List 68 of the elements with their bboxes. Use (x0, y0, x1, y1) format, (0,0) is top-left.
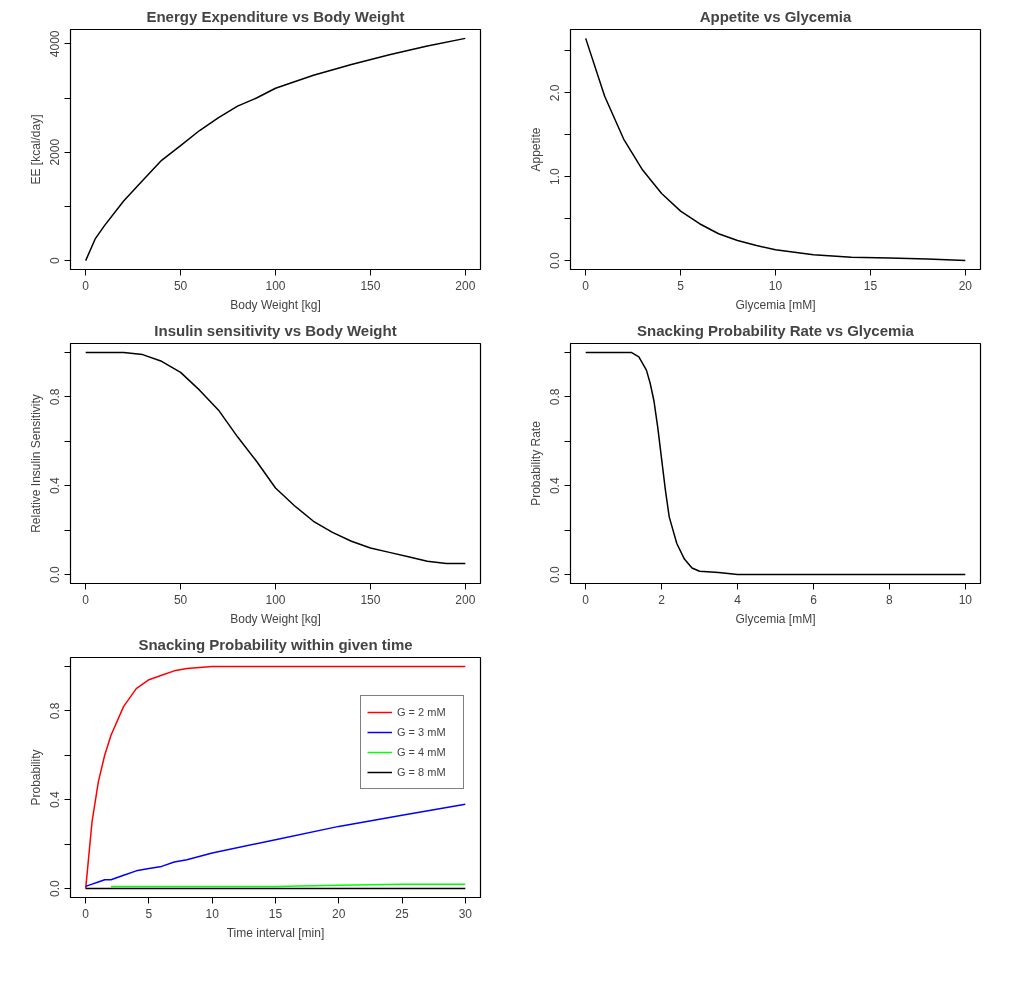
y-tick-label: 0.0 (48, 879, 63, 897)
x-tick-label: 4 (734, 592, 742, 607)
line-series (84, 37, 467, 262)
x-tick-label: 15 (863, 278, 878, 293)
legend-label: G = 8 mM (397, 766, 447, 778)
x-tick-label: 6 (810, 592, 818, 607)
y-axis-title: Probability Rate (528, 420, 543, 506)
chart-title: Energy Expenditure vs Body Weight (146, 7, 405, 25)
x-tick-label: 20 (958, 278, 973, 293)
x-axis-title: Time interval [min] (226, 925, 325, 940)
line-series (584, 37, 967, 262)
x-axis-title: Glycemia [mM] (735, 297, 816, 312)
y-tick-label: 0 (48, 256, 63, 264)
y-tick-label: 0.4 (548, 477, 563, 495)
line-series (84, 665, 467, 890)
x-axis-title: Body Weight [kg] (230, 611, 321, 626)
y-tick-label: 0.8 (48, 388, 63, 406)
y-tick-label: 0.4 (48, 477, 63, 495)
x-tick-label: 50 (173, 278, 188, 293)
legend-label: G = 3 mM (397, 726, 447, 738)
y-tick-label: 4000 (48, 30, 63, 58)
x-tick-label: 0 (582, 592, 590, 607)
x-tick-label: 10 (768, 278, 783, 293)
x-tick-label: 2 (658, 592, 666, 607)
y-tick-label: 2.0 (548, 84, 563, 102)
x-tick-label: 25 (395, 906, 410, 921)
x-tick-label: 100 (265, 278, 286, 293)
y-tick-label: 0.8 (48, 702, 63, 720)
x-tick-label: 5 (145, 906, 153, 921)
y-tick-label: 0.4 (48, 791, 63, 809)
y-tick-label: 0.0 (48, 565, 63, 583)
x-tick-label: 5 (677, 278, 685, 293)
x-tick-label: 150 (360, 592, 381, 607)
legend-label: G = 4 mM (397, 746, 447, 758)
chart-title: Snacking Probability within given time (138, 635, 413, 653)
x-tick-label: 100 (265, 592, 286, 607)
chart-title: Insulin sensitivity vs Body Weight (154, 321, 397, 339)
legend-label: G = 2 mM (397, 706, 447, 718)
x-tick-label: 30 (458, 906, 473, 921)
x-tick-label: 200 (455, 278, 476, 293)
x-tick-label: 10 (958, 592, 973, 607)
y-tick-label: 0.8 (548, 388, 563, 406)
x-tick-label: 0 (82, 592, 90, 607)
line-series (84, 803, 467, 888)
y-axis-title: Probability (28, 749, 43, 806)
y-tick-label: 2000 (48, 138, 63, 166)
x-tick-label: 0 (582, 278, 590, 293)
x-tick-label: 15 (268, 906, 283, 921)
line-series (84, 351, 467, 565)
x-tick-label: 20 (332, 906, 346, 921)
y-tick-label: 0.0 (548, 565, 563, 583)
x-tick-label: 50 (173, 592, 188, 607)
chart-title: Appetite vs Glycemia (699, 7, 853, 25)
x-tick-label: 0 (82, 906, 90, 921)
y-axis-title: EE [kcal/day] (28, 114, 43, 185)
x-tick-label: 200 (455, 592, 476, 607)
x-tick-label: 150 (360, 278, 381, 293)
x-tick-label: 8 (886, 592, 894, 607)
chart-title: Snacking Probability Rate vs Glycemia (637, 321, 915, 339)
y-axis-title: Appetite (528, 127, 543, 172)
x-axis-title: Body Weight [kg] (230, 297, 321, 312)
x-axis-title: Glycemia [mM] (735, 611, 816, 626)
y-tick-label: 0.0 (548, 251, 563, 269)
x-tick-label: 0 (82, 278, 90, 293)
y-axis-title: Relative Insulin Sensitivity (28, 394, 43, 533)
line-series (584, 351, 967, 576)
y-tick-label: 1.0 (548, 168, 563, 186)
x-tick-label: 10 (205, 906, 220, 921)
